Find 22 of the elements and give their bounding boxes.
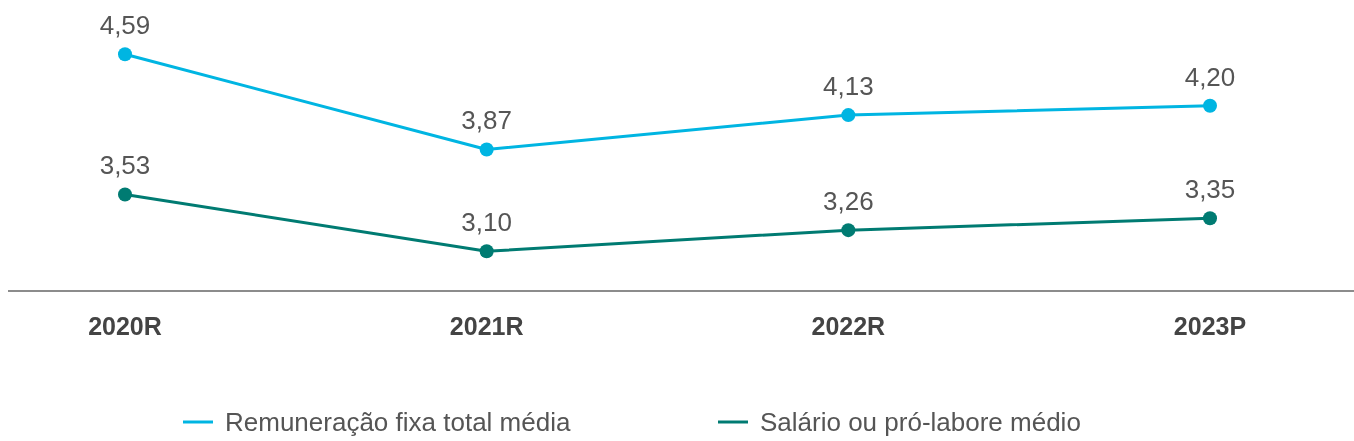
- legend-label: Remuneração fixa total média: [225, 407, 571, 437]
- data-label: 4,20: [1184, 61, 1236, 92]
- point: [479, 142, 494, 157]
- data-label: 4,59: [99, 10, 151, 41]
- data-label: 3,35: [1184, 174, 1236, 205]
- data-label: 3,10: [461, 207, 512, 238]
- legend-label: Salário ou pró-labore médio: [760, 407, 1081, 437]
- point: [841, 108, 856, 123]
- point: [1203, 98, 1217, 113]
- x-tick-label: 2022R: [811, 312, 886, 340]
- data-label: 3,26: [823, 186, 874, 217]
- x-tick-label: 2020R: [88, 312, 162, 340]
- point: [479, 244, 494, 259]
- point: [841, 223, 856, 238]
- x-tick-label: 2023P: [1173, 312, 1247, 340]
- point: [118, 187, 132, 202]
- point: [118, 47, 132, 62]
- data-label: 4,13: [823, 71, 874, 102]
- x-tick-label: 2021R: [449, 312, 524, 340]
- data-label: 3,87: [461, 105, 512, 136]
- point: [1203, 211, 1217, 226]
- data-label: 3,53: [99, 150, 151, 181]
